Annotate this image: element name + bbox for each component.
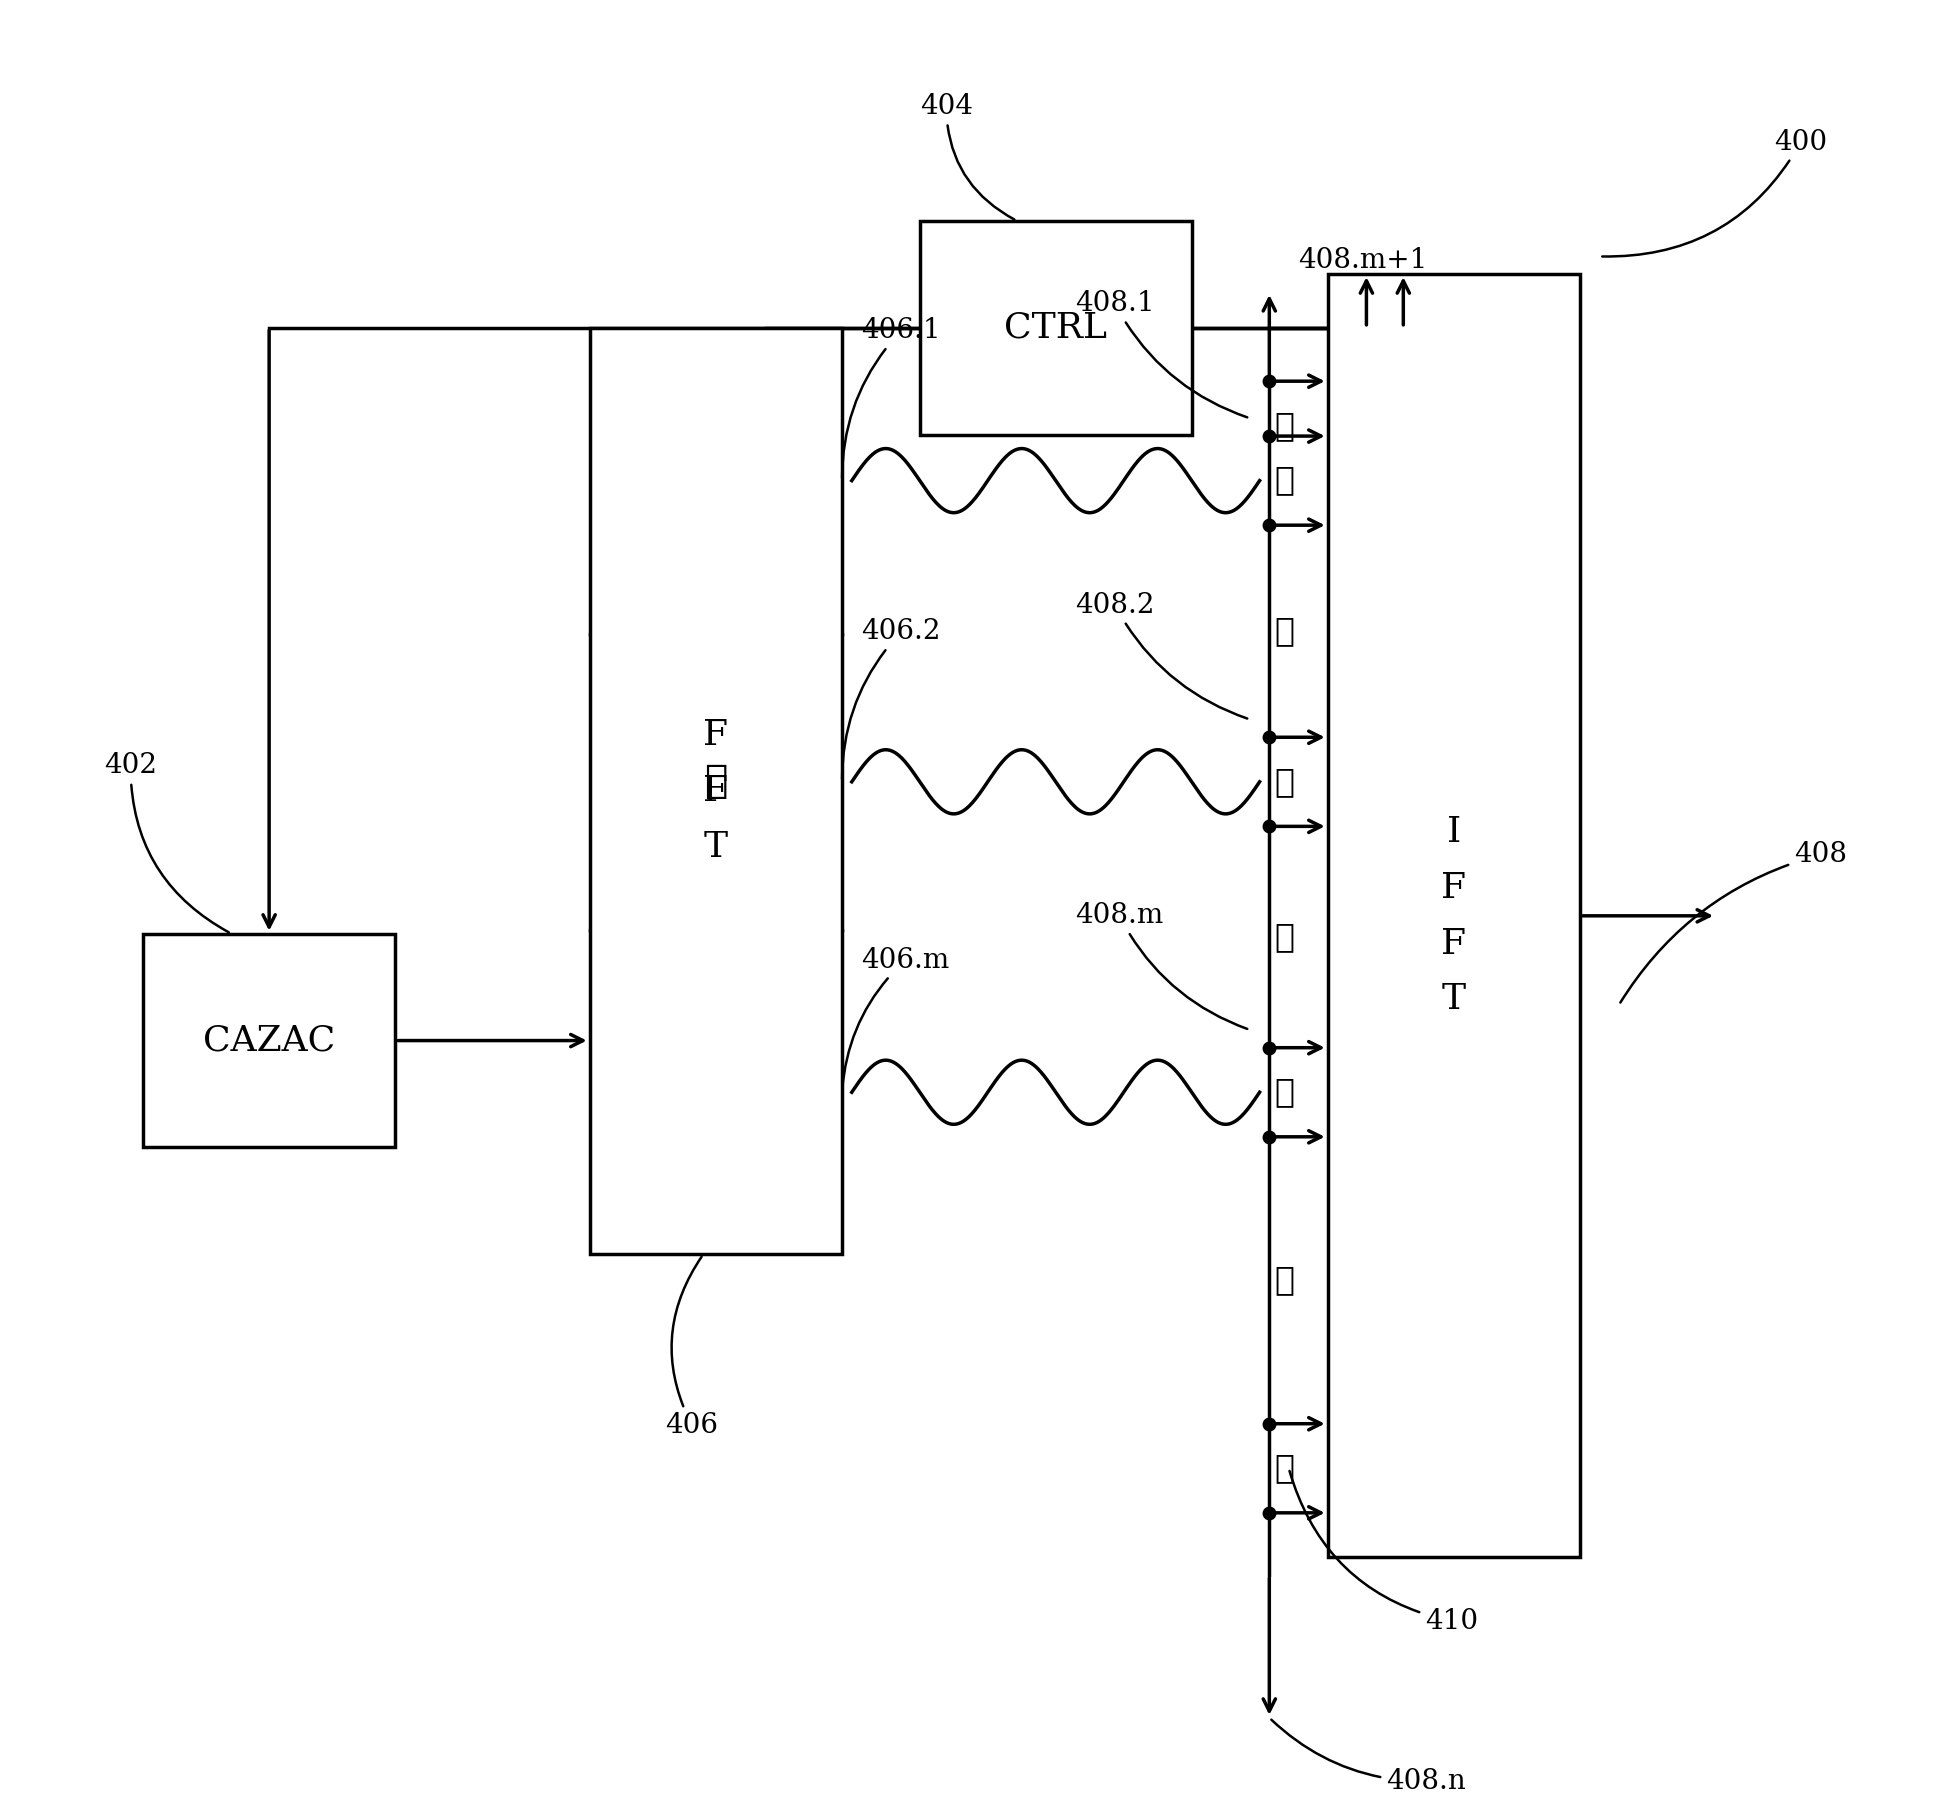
Text: 406.2: 406.2: [841, 618, 940, 778]
Text: CAZAC: CAZAC: [203, 1024, 334, 1058]
Bar: [143, 933, 395, 1148]
Text: 408.1: 408.1: [1075, 290, 1247, 418]
Text: 404: 404: [919, 94, 1015, 220]
Text: F
F
T: F F T: [704, 719, 727, 863]
Text: 408.n: 408.n: [1271, 1719, 1464, 1795]
Bar: [1327, 274, 1580, 1557]
Text: ⋮: ⋮: [1275, 921, 1294, 953]
Text: 400: 400: [1601, 128, 1826, 256]
Text: 408: 408: [1619, 842, 1846, 1002]
Text: 402: 402: [104, 751, 229, 932]
Text: ⋮: ⋮: [704, 764, 727, 800]
Text: I
F
F
T: I F F T: [1441, 816, 1466, 1016]
Text: ⋮: ⋮: [1275, 1452, 1294, 1485]
Text: 408.m+1: 408.m+1: [1298, 247, 1427, 274]
Text: 410: 410: [1288, 1470, 1478, 1634]
Text: ⋮: ⋮: [1275, 465, 1294, 497]
Text: ⋮: ⋮: [1275, 614, 1294, 647]
Bar: [588, 328, 841, 1254]
Text: CTRL: CTRL: [1003, 310, 1107, 344]
Text: 406: 406: [665, 1256, 717, 1438]
Text: 406.1: 406.1: [841, 317, 940, 478]
Text: ⋮: ⋮: [1275, 411, 1294, 443]
Text: ⋮: ⋮: [1275, 1265, 1294, 1296]
Text: 408.2: 408.2: [1075, 591, 1247, 719]
Bar: [919, 222, 1191, 434]
Text: 406.m: 406.m: [843, 946, 950, 1090]
Text: ⋮: ⋮: [1275, 1076, 1294, 1108]
Text: 408.m: 408.m: [1075, 903, 1247, 1029]
Text: ⋮: ⋮: [1275, 766, 1294, 798]
